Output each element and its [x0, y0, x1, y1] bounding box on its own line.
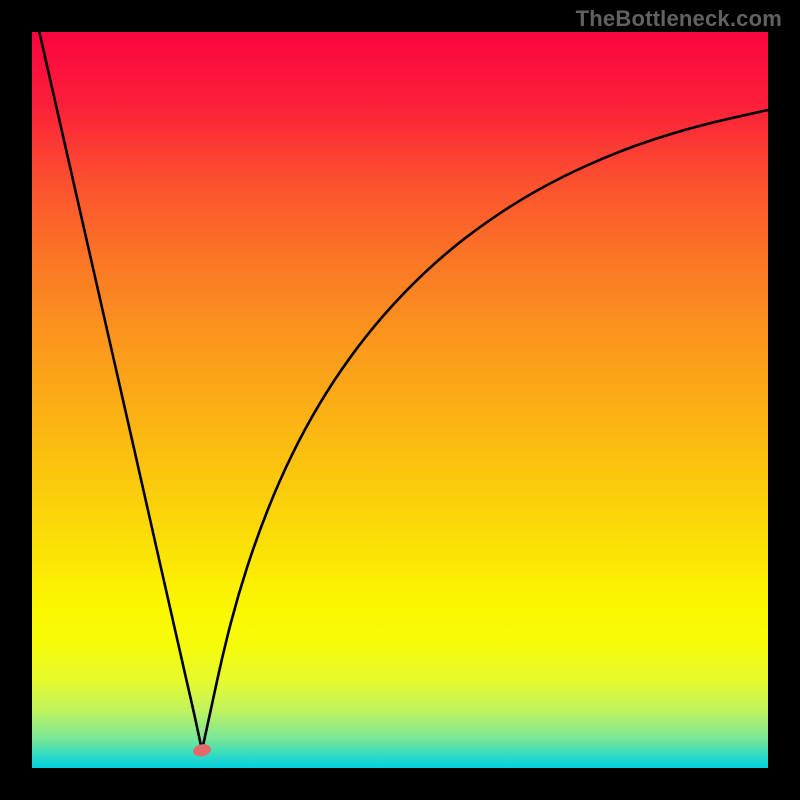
- chart-container: TheBottleneck.com: [0, 0, 800, 800]
- plot-area: [32, 32, 768, 768]
- gradient-background: [32, 32, 768, 768]
- watermark-text: TheBottleneck.com: [576, 6, 782, 32]
